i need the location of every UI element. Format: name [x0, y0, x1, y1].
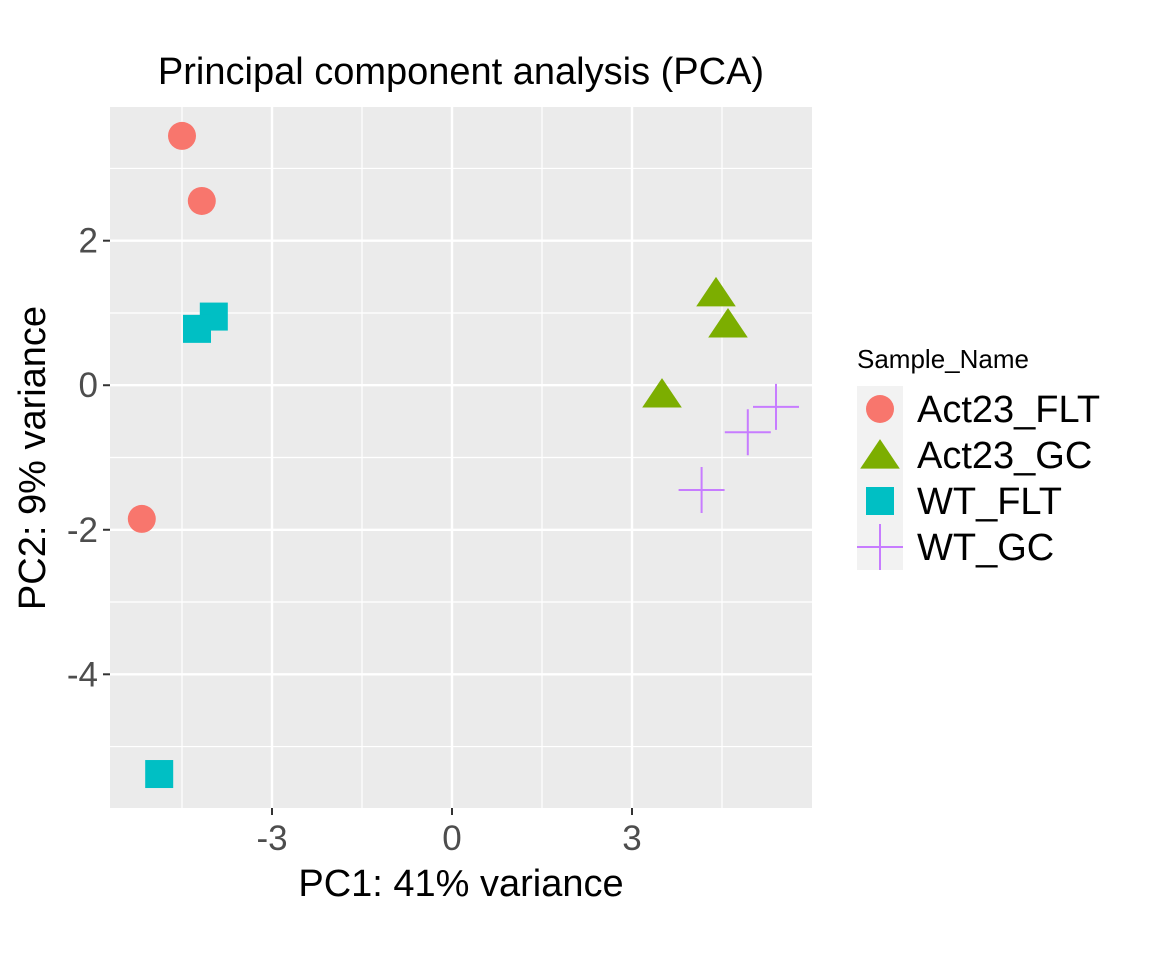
- y-tick-label: 0: [79, 366, 98, 405]
- data-points: [127, 121, 799, 789]
- x-axis: -3 0 3: [256, 808, 642, 858]
- y-tick-label: 2: [79, 222, 98, 261]
- legend-key-marker: [866, 395, 894, 423]
- point-wt-gc: [724, 409, 771, 456]
- point-act23-flt: [127, 504, 156, 533]
- point-act23-flt: [187, 186, 216, 215]
- legend-key-marker: [860, 439, 900, 469]
- x-tick-label: 3: [622, 819, 641, 858]
- y-axis-title: PC2: 9% variance: [12, 306, 54, 610]
- point-wt-flt: [145, 760, 174, 789]
- point-act23-gc: [642, 378, 682, 408]
- legend-key-marker: [866, 487, 894, 515]
- legend-title: Sample_Name: [857, 344, 1029, 374]
- point-wt-flt: [183, 314, 211, 343]
- grid-major: [110, 107, 812, 808]
- legend-label: WT_GC: [917, 527, 1054, 569]
- x-tick-label: -3: [256, 819, 287, 858]
- y-tick-label: -4: [67, 655, 98, 694]
- chart-title: Principal component analysis (PCA): [158, 51, 764, 93]
- y-tick-label: -2: [67, 511, 98, 550]
- x-tick-label: 0: [442, 819, 461, 858]
- legend-label: Act23_FLT: [917, 389, 1100, 431]
- point-act23-flt: [168, 121, 196, 150]
- y-axis: 2 0 -2 -4: [67, 222, 110, 694]
- point-wt-gc: [753, 383, 799, 430]
- point-wt-gc: [678, 467, 725, 514]
- x-axis-title: PC1: 41% variance: [298, 863, 623, 905]
- legend-label: WT_FLT: [917, 481, 1062, 523]
- legend-key-marker: [857, 524, 903, 570]
- point-act23-gc: [708, 307, 748, 338]
- point-act23-gc: [696, 276, 736, 307]
- legend-label: Act23_GC: [917, 435, 1092, 477]
